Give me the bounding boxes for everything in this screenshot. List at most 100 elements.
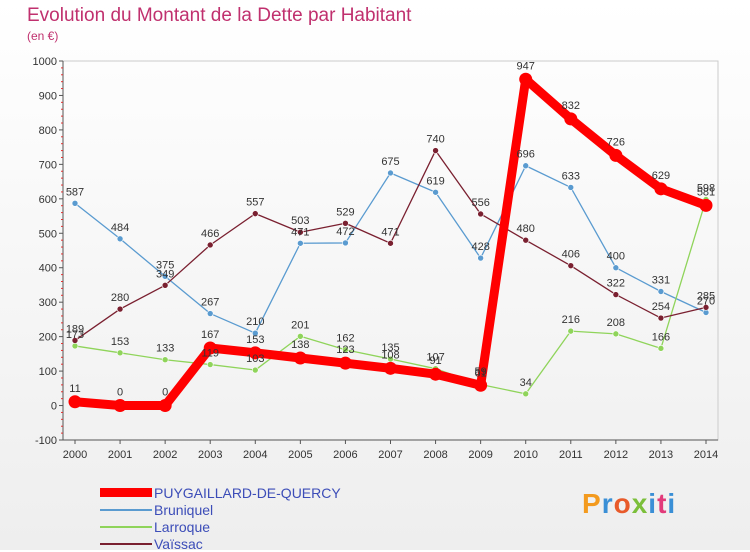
data-label: 34 (520, 377, 532, 389)
data-point (477, 254, 484, 262)
y-tick-label: 200 (39, 332, 57, 344)
data-point (429, 367, 443, 381)
data-label: 166 (652, 331, 670, 343)
data-label: 210 (246, 316, 264, 328)
data-point (387, 169, 394, 177)
data-point (251, 366, 259, 374)
data-label: 285 (697, 290, 715, 302)
x-tick-label: 2005 (288, 449, 312, 461)
data-point (702, 304, 710, 311)
data-label: 153 (246, 334, 264, 346)
x-tick-label: 2004 (243, 449, 267, 461)
data-label: 349 (156, 268, 174, 280)
legend-item: Vaïssac (100, 535, 341, 552)
data-label: 119 (201, 348, 219, 360)
legend-label: PUYGAILLARD-DE-QUERCY (154, 484, 341, 501)
legend-item: Bruniquel (100, 501, 341, 518)
data-label: 598 (697, 183, 715, 195)
data-label: 108 (381, 349, 399, 361)
data-label: 208 (607, 317, 625, 329)
data-label: 619 (426, 175, 444, 187)
data-point (116, 349, 124, 357)
data-label: 400 (607, 251, 625, 263)
series-line (74, 165, 707, 334)
data-label: 322 (607, 278, 625, 290)
series-1 (71, 162, 710, 337)
data-point (113, 399, 127, 413)
data-label: 629 (652, 170, 670, 182)
legend-swatch (100, 508, 152, 511)
data-label: 267 (201, 297, 219, 309)
y-tick-label: 300 (39, 297, 57, 309)
data-point (297, 228, 304, 236)
data-point (251, 210, 259, 217)
data-point (342, 346, 349, 354)
x-tick-label: 2006 (333, 449, 357, 461)
data-label: 0 (162, 387, 168, 399)
y-tick-label: 700 (39, 159, 57, 171)
data-label: 557 (246, 197, 264, 209)
data-label: 133 (156, 343, 174, 355)
data-label: 503 (291, 215, 309, 227)
data-point (158, 399, 172, 413)
y-tick-label: 800 (39, 125, 57, 137)
data-label: 947 (517, 60, 535, 72)
data-label: 832 (562, 100, 580, 112)
data-point (657, 314, 665, 322)
x-tick-label: 2014 (694, 449, 718, 461)
data-label: 153 (111, 336, 129, 348)
x-tick-label: 2011 (559, 449, 583, 461)
data-label: 123 (336, 344, 354, 356)
data-label: 138 (291, 339, 309, 351)
data-point (161, 281, 169, 289)
data-label: 167 (201, 329, 219, 341)
series-3 (71, 147, 710, 344)
data-label: 428 (471, 241, 489, 253)
data-point (657, 345, 665, 352)
data-labels-layer: 11 0 0 167 153 138 123 108 91 59 947 832 726 629 581 58… (66, 60, 715, 398)
data-point (68, 395, 82, 409)
data-label: 471 (291, 226, 309, 238)
data-label: 740 (426, 134, 444, 146)
y-tick-label: 1000 (33, 56, 57, 68)
data-point (338, 356, 352, 370)
data-point (699, 198, 713, 212)
data-point (654, 182, 668, 196)
data-label: 406 (562, 249, 580, 261)
x-tick-label: 2010 (513, 449, 537, 461)
chart-subtitle: (en €) (27, 29, 59, 43)
data-point (384, 361, 397, 375)
x-tick-label: 2000 (63, 449, 87, 461)
data-point (293, 351, 307, 365)
data-label: 59 (475, 366, 487, 378)
data-point (612, 264, 620, 272)
legend-swatch (100, 488, 152, 497)
data-point (564, 112, 578, 126)
legend-item: Larroque (100, 518, 341, 535)
y-tick-label: 400 (39, 263, 57, 275)
data-point (519, 72, 533, 86)
legend-item: PUYGAILLARD-DE-QUERCY (100, 484, 341, 501)
data-point (297, 332, 304, 340)
data-point (342, 219, 349, 227)
legend-label: Vaïssac (154, 535, 203, 552)
data-point (116, 305, 124, 313)
data-point (251, 329, 259, 337)
x-tick-label: 2001 (108, 449, 132, 461)
data-label: 696 (517, 149, 535, 161)
data-label: 11 (69, 383, 80, 395)
data-point (71, 342, 79, 350)
y-tick-label: 0 (51, 401, 57, 413)
data-point (477, 210, 484, 218)
x-tick-label: 2002 (153, 449, 177, 461)
data-label: 254 (652, 301, 670, 313)
data-label: 556 (471, 197, 489, 209)
data-label: 726 (607, 136, 625, 148)
y-tick-label: 500 (39, 228, 57, 240)
data-point (612, 291, 620, 298)
data-point (206, 310, 214, 317)
y-tick-label: 600 (39, 194, 57, 206)
data-point (161, 356, 169, 364)
